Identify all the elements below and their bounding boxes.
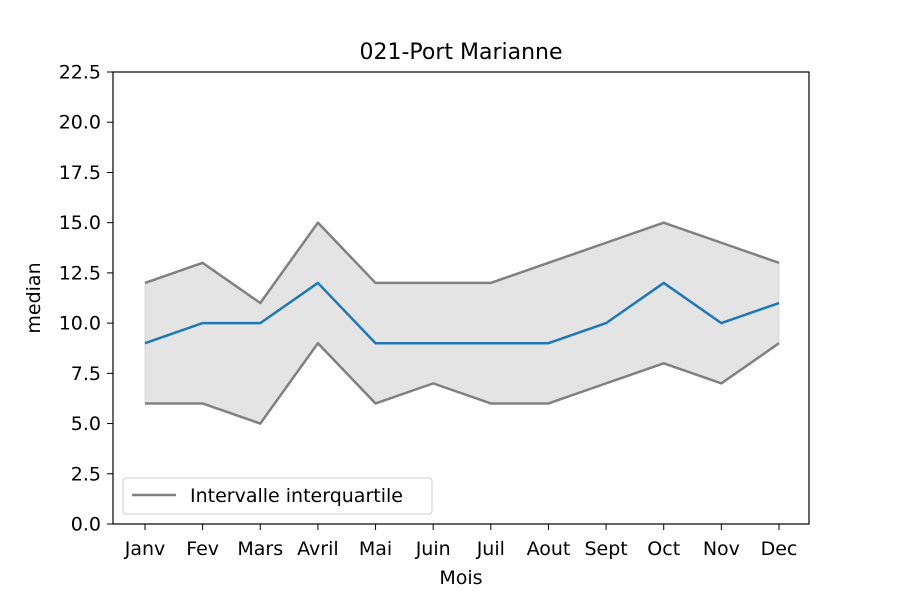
x-tick-label: Nov xyxy=(703,538,740,560)
x-axis-label: Mois xyxy=(439,567,482,589)
plot-frame xyxy=(112,71,810,525)
legend-entry-label: Intervalle interquartile xyxy=(190,485,403,507)
y-axis-label: median xyxy=(23,262,45,333)
y-tick-label: 15.0 xyxy=(59,212,101,234)
y-tick-label: 7.5 xyxy=(71,363,101,385)
series-line-median xyxy=(144,281,780,345)
y-tick-label: 20.0 xyxy=(59,112,101,134)
chart-title: 021-Port Marianne xyxy=(359,40,562,65)
y-tick-label: 0.0 xyxy=(71,514,101,536)
x-tick-label: Juin xyxy=(415,538,451,560)
y-tick-label: 12.5 xyxy=(59,262,101,284)
x-tick-label: Oct xyxy=(647,538,680,560)
series-line-q3 xyxy=(144,221,780,305)
legend: Intervalle interquartile xyxy=(122,477,433,515)
x-tick-label: Sept xyxy=(584,538,627,560)
legend-box xyxy=(122,477,433,515)
x-tick-label: Aout xyxy=(527,538,571,560)
y-tick-label: 10.0 xyxy=(59,313,101,335)
x-tick-label: Fev xyxy=(186,538,219,560)
y-tick-label: 5.0 xyxy=(71,413,101,435)
y-tick-label: 22.5 xyxy=(59,62,101,84)
x-tick-label: Mai xyxy=(359,538,392,560)
x-tick-label: Dec xyxy=(761,538,798,560)
y-tick-label: 17.5 xyxy=(59,162,101,184)
x-tick-label: Juil xyxy=(476,538,505,560)
x-tick-label: Janv xyxy=(124,538,166,560)
x-tick-label: Avril xyxy=(297,538,339,560)
series-line-q1 xyxy=(145,341,780,425)
x-tick-label: Mars xyxy=(237,538,283,560)
y-tick-label: 2.5 xyxy=(71,463,101,485)
